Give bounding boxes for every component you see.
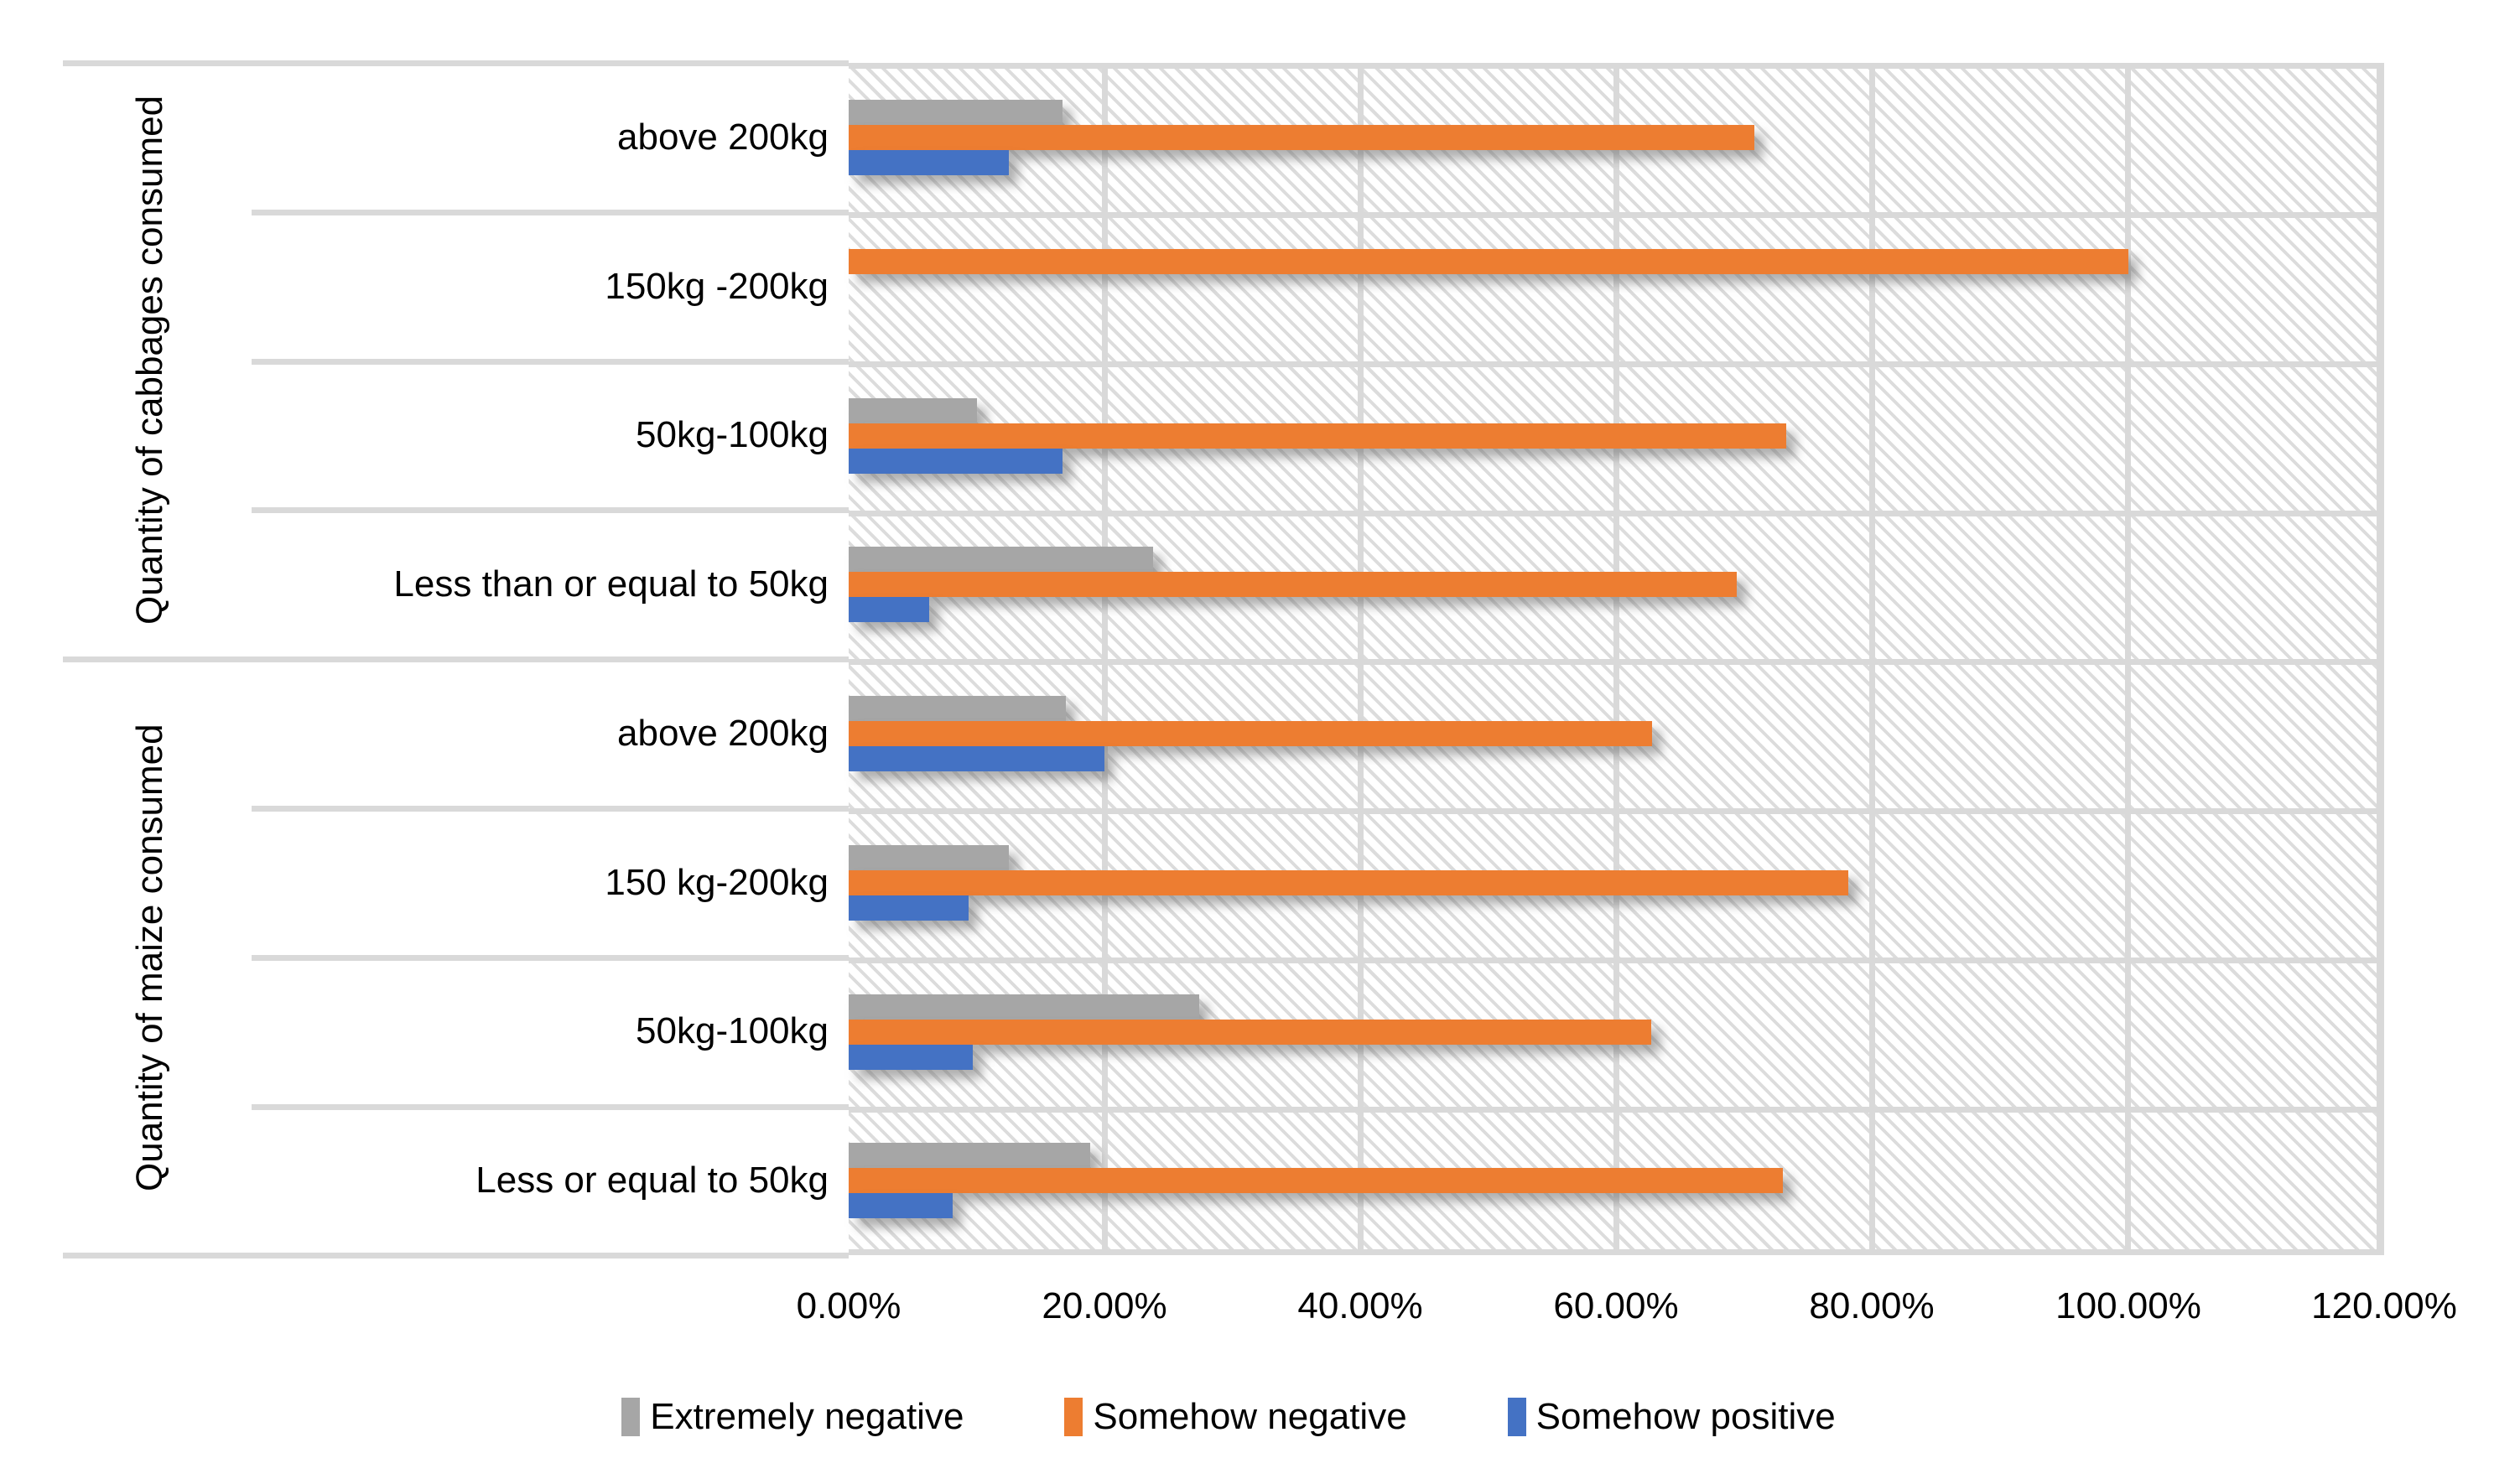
bar-row <box>849 100 2384 175</box>
x-axis-tick: 80.00% <box>1809 1285 1935 1326</box>
bar-somehow-negative <box>849 1168 1783 1193</box>
bar-row <box>849 845 2384 921</box>
group-separator <box>63 656 849 662</box>
bar-somehow-negative <box>849 572 1737 597</box>
category-separator <box>252 806 849 812</box>
bar-row <box>849 994 2384 1070</box>
bar-somehow-positive <box>849 150 1009 175</box>
bar-row <box>849 696 2384 771</box>
legend-label: Extremely negative <box>650 1396 964 1437</box>
bar-somehow-positive <box>849 1193 953 1218</box>
bar-extremely-negative <box>849 845 1009 870</box>
x-axis-tick: 20.00% <box>1042 1285 1167 1326</box>
bar-extremely-negative <box>849 398 977 423</box>
legend-item-extremely-negative: Extremely negative <box>621 1396 964 1438</box>
chart-top-border <box>63 60 849 66</box>
category-label: 150 kg-200kg <box>605 862 829 903</box>
category-label: 50kg-100kg <box>636 414 829 455</box>
x-axis-tick: 0.00% <box>796 1285 901 1326</box>
category-label: above 200kg <box>617 713 829 754</box>
row-separator <box>849 212 2377 218</box>
bar-somehow-negative <box>849 249 2128 274</box>
bar-somehow-negative <box>849 721 1653 746</box>
row-separator <box>849 808 2377 814</box>
bar-row <box>849 547 2384 622</box>
bar-somehow-negative <box>849 125 1755 150</box>
category-label: 150kg -200kg <box>605 266 829 307</box>
bar-extremely-negative <box>849 1143 1091 1168</box>
bar-somehow-positive <box>849 449 1063 474</box>
bar-somehow-positive <box>849 1045 973 1070</box>
x-axis-tick: 100.00% <box>2055 1285 2201 1326</box>
legend-swatch-gray-icon <box>621 1398 641 1436</box>
x-axis-tick: 60.00% <box>1553 1285 1679 1326</box>
category-label: Less or equal to 50kg <box>475 1160 829 1201</box>
bar-extremely-negative <box>849 100 1063 125</box>
row-separator <box>849 1107 2377 1113</box>
group-label-cabbages: Quantity of cabbages consumed <box>129 95 171 625</box>
bar-extremely-negative <box>849 696 1067 721</box>
bar-extremely-negative <box>849 994 1200 1020</box>
category-separator <box>252 359 849 365</box>
legend-label: Somehow negative <box>1093 1396 1407 1437</box>
bar-row <box>849 1143 2384 1218</box>
bar-somehow-positive <box>849 597 930 622</box>
legend-label: Somehow positive <box>1535 1396 1836 1437</box>
bar-somehow-negative <box>849 1020 1651 1045</box>
category-separator <box>252 955 849 961</box>
row-separator <box>849 511 2377 516</box>
row-separator <box>849 361 2377 367</box>
x-axis-tick: 40.00% <box>1297 1285 1423 1326</box>
legend: Extremely negative Somehow negative Some… <box>252 1388 2206 1446</box>
row-separator <box>849 957 2377 963</box>
bar-somehow-negative <box>849 870 1848 895</box>
bar-somehow-positive <box>849 746 1105 771</box>
bar-somehow-positive <box>849 895 969 921</box>
x-axis-tick: 120.00% <box>2311 1285 2457 1326</box>
chart-bottom-border <box>63 1253 849 1258</box>
category-separator <box>252 507 849 513</box>
bar-somehow-negative <box>849 423 1787 449</box>
bar-row <box>849 398 2384 474</box>
bar-row <box>849 249 2384 324</box>
category-label: above 200kg <box>617 117 829 158</box>
category-separator <box>252 210 849 215</box>
legend-swatch-blue-icon <box>1507 1398 1526 1436</box>
category-label: 50kg-100kg <box>636 1010 829 1051</box>
legend-item-somehow-positive: Somehow positive <box>1507 1396 1836 1438</box>
group-label-maize: Quantity of maize consumed <box>129 724 171 1191</box>
category-separator <box>252 1104 849 1110</box>
plot-area <box>849 63 2384 1255</box>
legend-item-somehow-negative: Somehow negative <box>1064 1396 1407 1438</box>
row-separator <box>849 659 2377 665</box>
legend-swatch-orange-icon <box>1064 1398 1083 1436</box>
category-label: Less than or equal to 50kg <box>393 563 829 605</box>
bar-extremely-negative <box>849 547 1154 572</box>
